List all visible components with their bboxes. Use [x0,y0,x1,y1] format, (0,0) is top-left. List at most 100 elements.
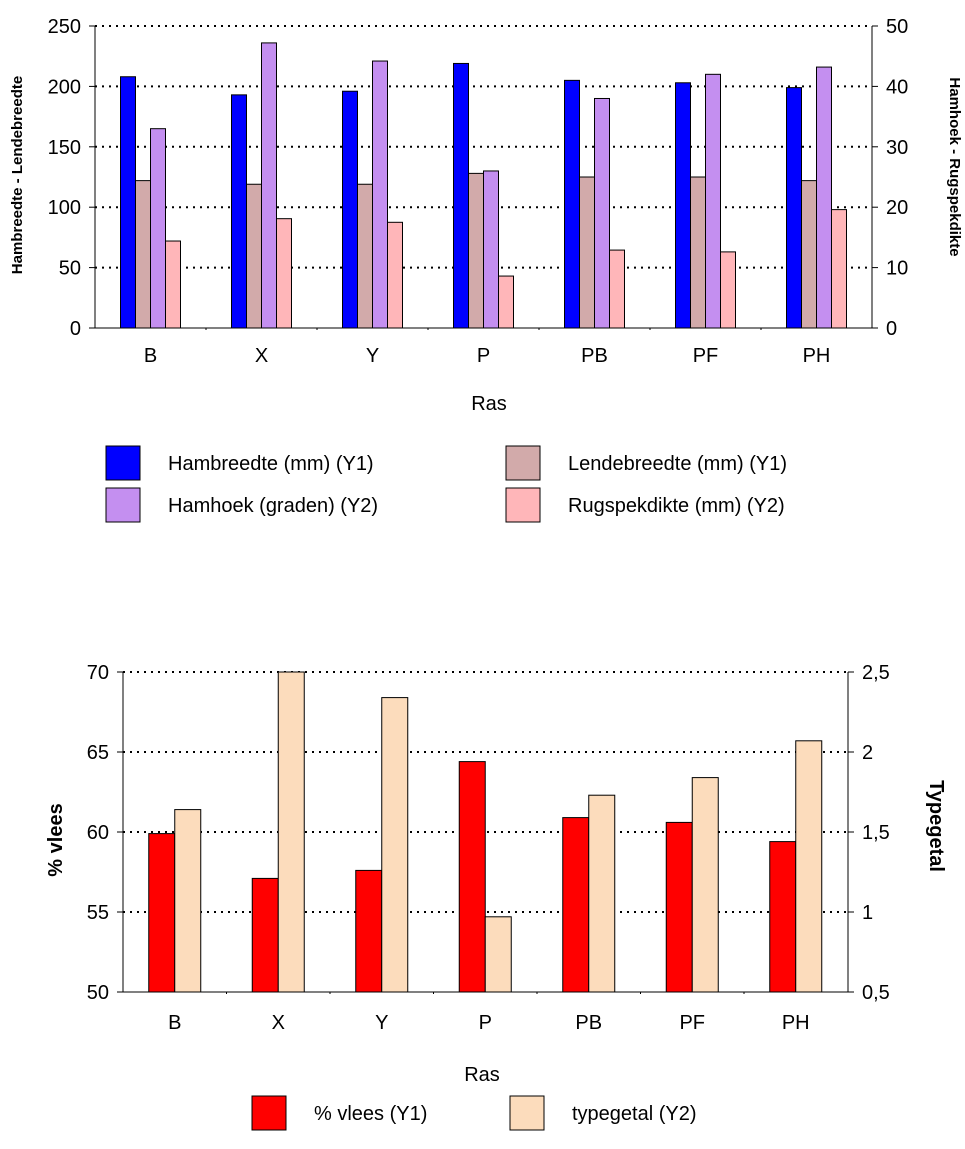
chart-2-bar-ph-series-2 [795,740,823,993]
chart-2-gridlines [123,671,848,913]
chart-2-y-right-tick-label: 1,5 [862,822,890,844]
chart-1-legend-label-2: Lendebreedte (mm) (Y1) [568,453,787,475]
chart-1-bar-ph-series-3 [816,66,832,329]
chart-2-bar-x-series-2 [277,671,305,993]
chart-1-bar-pb-series-4 [609,249,625,329]
chart-2-bar-b-series-2 [174,809,202,993]
chart-1-legend-swatch-1 [105,445,141,481]
chart-2-x-axis-title: Ras [464,1064,500,1086]
chart-1-x-tick-label-p: P [477,345,490,367]
chart-1-bar-y-series-3 [372,60,388,329]
chart-2-y-right-tick-label: 2,5 [862,662,890,684]
chart-1-x-tick-label-pb: PB [581,345,608,367]
chart-2-x-tick-label-pb: PB [575,1012,602,1034]
chart-1-bar-ph-series-2 [801,180,817,329]
chart-1-y-right-tick-label: 40 [886,76,908,98]
chart-1-y-right-tick-label: 0 [886,318,897,340]
chart-1-y-right-tick-label: 30 [886,137,908,159]
chart-1-bar-y-series-2 [357,183,373,329]
chart-1-bar-b-series-4 [165,240,181,329]
chart-2-y-left-tick-label: 50 [87,982,109,1004]
chart-1-x-tick-label-b: B [144,345,157,367]
chart-1-bar-x-series-3 [261,42,277,329]
chart-1-y-left-tick-label: 150 [48,137,81,159]
chart-2-y-left-tick-label: 70 [87,662,109,684]
chart-1-bar-x-series-4 [276,218,292,329]
chart-2-legend-label-2: typegetal (Y2) [572,1103,697,1125]
chart-1-bar-ph-series-4 [831,209,847,329]
chart-2-x-tick-label-p: P [479,1012,492,1034]
chart-1-bar-p-series-4 [498,275,514,329]
chart-1-legend-swatch-2 [505,445,541,481]
chart-2-y-left-tick-label: 55 [87,902,109,924]
chart-1-x-tick-label-x: X [255,345,268,367]
chart-1-y-right-tick-label: 20 [886,197,908,219]
chart-2-x-tick-label-b: B [168,1012,181,1034]
chart-2-ticks: 50 55 60 65 70 0,5 1 1,5 2 2,5 B X Y P PB PF PH [87,662,890,1034]
chart-2-x-tick-label-x: X [272,1012,285,1034]
chart-2-bar-y-series-2 [381,697,409,993]
chart-1-bar-p-series-3 [483,170,499,329]
chart-1-y-axis-right-title: Hamhoek - Rugspekdikte [946,77,963,256]
chart-1-bar-pb-series-3 [594,97,610,329]
chart-2-x-tick-label-ph: PH [782,1012,810,1034]
chart-1-bar-pf-series-2 [690,176,706,329]
chart-2-bar-pb-series-2 [588,794,616,993]
chart-1-y-left-tick-label: 100 [48,197,81,219]
chart-1-ticks: 0 50 100 150 200 250 0 10 20 30 40 50 B X Y P PB PF PH [48,16,909,367]
chart-1-bar-p-series-2 [468,172,484,329]
chart-1-bar-b-series-2 [135,180,151,329]
chart-1-y-left-tick-label: 250 [48,16,81,38]
chart-1-bar-pf-series-3 [705,73,721,329]
chart-1-bar-y-series-4 [387,221,403,329]
chart-1-y-left-tick-label: 50 [59,258,81,280]
chart-1-y-axis-left-title: Hambreedte - Lendebreedte [9,76,26,274]
chart-2-bars [148,671,823,993]
chart-2-bar-x-series-1 [251,877,279,993]
chart-1-y-right-tick-label: 50 [886,16,908,38]
chart-2-legend-label-1: % vlees (Y1) [314,1103,427,1125]
chart-1-x-axis-title: Ras [471,393,507,415]
chart-1-bar-pf-series-1 [675,82,691,329]
chart-2-legend: % vlees (Y1) typegetal (Y2) [251,1095,697,1131]
chart-2-y-axis-left-title: % vlees [45,803,67,876]
chart-2-bar-ph-series-1 [769,841,797,993]
chart-2-bar-b-series-1 [148,833,176,993]
chart-2-legend-swatch-2 [509,1095,545,1131]
chart-1-y-right-tick-label: 10 [886,258,908,280]
chart-1-x-tick-label-pf: PF [693,345,719,367]
chart-1-y-left-tick-label: 200 [48,76,81,98]
chart-2-legend-swatch-1 [251,1095,287,1131]
chart-2-bar-pf-series-1 [665,821,693,993]
chart-1-x-tick-label-y: Y [366,345,379,367]
chart-1-bar-y-series-1 [342,90,358,329]
chart-1-bar-b-series-3 [150,128,166,329]
chart-1-bar-pb-series-1 [564,79,580,329]
chart-2-y-left-tick-label: 60 [87,822,109,844]
chart-1-bar-pb-series-2 [579,176,595,329]
chart-2-y-axis-right-title: Typegetal [925,780,947,872]
chart-1: 0 50 100 150 200 250 0 10 20 30 40 50 B X Y P PB PF PH Ras… [9,16,963,523]
chart-1-legend-swatch-4 [505,487,541,523]
chart-1-legend: Hambreedte (mm) (Y1) Lendebreedte (mm) (Y… [105,445,787,523]
chart-2-bar-p-series-2 [484,916,512,993]
chart-1-legend-label-1: Hambreedte (mm) (Y1) [168,453,374,475]
chart-2-y-right-tick-label: 2 [862,742,873,764]
chart-1-x-tick-label-ph: PH [803,345,831,367]
chart-1-y-left-tick-label: 0 [70,318,81,340]
chart-2-bar-p-series-1 [458,761,486,993]
chart-1-axes [94,26,873,329]
chart-1-legend-swatch-3 [105,487,141,523]
chart-1-bar-p-series-1 [453,62,469,329]
chart-1-bar-ph-series-1 [786,87,802,329]
chart-2-bar-pf-series-2 [691,777,719,993]
chart-1-bar-x-series-2 [246,183,262,329]
chart-1-bar-pf-series-4 [720,251,736,329]
chart-1-legend-label-3: Hamhoek (graden) (Y2) [168,495,378,517]
chart-2-y-right-tick-label: 1 [862,902,873,924]
chart-2: 50 55 60 65 70 0,5 1 1,5 2 2,5 B X Y P PB PF PH Ras % vl… [45,662,947,1131]
chart-2-y-left-tick-label: 65 [87,742,109,764]
chart-1-bar-x-series-1 [231,94,247,329]
chart-1-legend-label-4: Rugspekdikte (mm) (Y2) [568,495,785,517]
